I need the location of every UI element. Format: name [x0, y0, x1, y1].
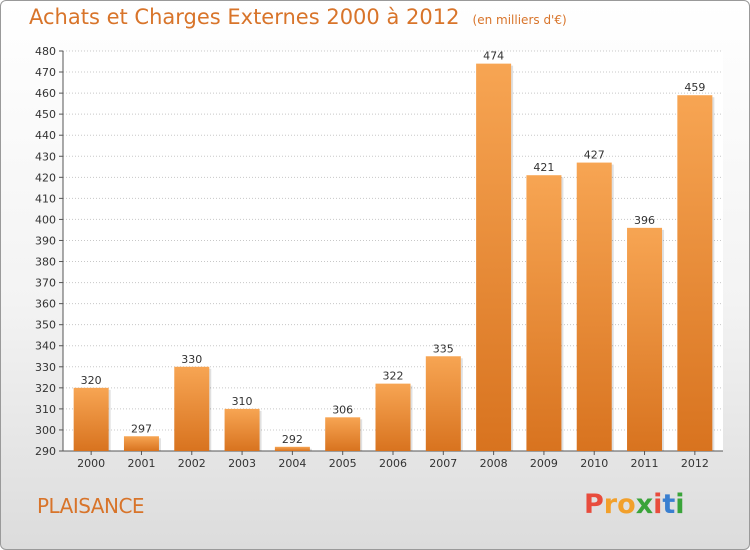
y-tick-label: 330	[35, 361, 56, 374]
y-tick-label: 320	[35, 382, 56, 395]
bar	[576, 162, 612, 451]
logo-letter: t	[662, 489, 676, 520]
x-tick-label: 2000	[77, 457, 105, 470]
bar	[274, 446, 310, 451]
y-tick-label: 460	[35, 87, 56, 100]
x-tick-label: 2011	[631, 457, 659, 470]
x-tick-label: 2009	[530, 457, 558, 470]
bar	[174, 366, 210, 451]
logo-letter: P	[584, 489, 604, 520]
value-label: 322	[383, 370, 404, 383]
y-tick-label: 440	[35, 129, 56, 142]
value-label: 297	[131, 422, 152, 435]
value-label: 310	[232, 395, 253, 408]
x-tick-label: 2008	[480, 457, 508, 470]
y-tick-label: 290	[35, 445, 56, 458]
x-tick-label: 2001	[127, 457, 155, 470]
bar	[526, 175, 562, 452]
chart-subtitle: (en milliers d'€)	[472, 13, 567, 27]
x-tick-label: 2004	[278, 457, 306, 470]
y-tick-label: 340	[35, 340, 56, 353]
y-tick-label: 350	[35, 319, 56, 332]
bar	[73, 387, 109, 451]
x-tick-label: 2007	[429, 457, 457, 470]
y-tick-label: 430	[35, 150, 56, 163]
y-tick-label: 370	[35, 277, 56, 290]
proxiti-logo: Proxiti	[584, 489, 685, 520]
value-label: 330	[181, 353, 202, 366]
bar	[627, 227, 663, 451]
y-tick-label: 410	[35, 192, 56, 205]
y-tick-label: 310	[35, 403, 56, 416]
location-label: PLAISANCE	[37, 494, 145, 518]
y-tick-label: 420	[35, 171, 56, 184]
bar	[476, 63, 512, 451]
value-label: 474	[483, 50, 504, 63]
bar	[325, 417, 361, 451]
x-tick-label: 2010	[580, 457, 608, 470]
logo-letter: o	[617, 489, 636, 520]
value-label: 335	[433, 342, 454, 355]
title-row: Achats et Charges Externes 2000 à 2012 (…	[29, 5, 567, 29]
bar	[375, 383, 411, 451]
x-tick-label: 2005	[329, 457, 357, 470]
value-label: 292	[282, 433, 303, 446]
chart-title: Achats et Charges Externes 2000 à 2012	[29, 5, 460, 29]
value-label: 320	[81, 374, 102, 387]
bar	[677, 95, 713, 452]
value-label: 396	[634, 214, 655, 227]
y-tick-label: 390	[35, 234, 56, 247]
value-label: 421	[533, 161, 554, 174]
y-tick-label: 400	[35, 213, 56, 226]
y-tick-label: 360	[35, 298, 56, 311]
value-label: 306	[332, 403, 353, 416]
x-tick-label: 2006	[379, 457, 407, 470]
logo-letter: i	[653, 489, 663, 520]
y-tick-label: 380	[35, 256, 56, 269]
value-label: 459	[684, 81, 705, 94]
bar	[224, 408, 260, 451]
y-tick-label: 470	[35, 66, 56, 79]
bar	[425, 356, 461, 451]
x-tick-label: 2012	[681, 457, 709, 470]
logo-letter: r	[603, 489, 618, 520]
y-tick-label: 450	[35, 108, 56, 121]
y-tick-label: 480	[35, 45, 56, 58]
x-tick-label: 2002	[178, 457, 206, 470]
y-tick-label: 300	[35, 424, 56, 437]
x-tick-label: 2003	[228, 457, 256, 470]
logo-letter: i	[675, 489, 685, 520]
logo-letter: x	[635, 489, 654, 520]
value-label: 427	[584, 149, 605, 162]
bar	[123, 436, 159, 451]
